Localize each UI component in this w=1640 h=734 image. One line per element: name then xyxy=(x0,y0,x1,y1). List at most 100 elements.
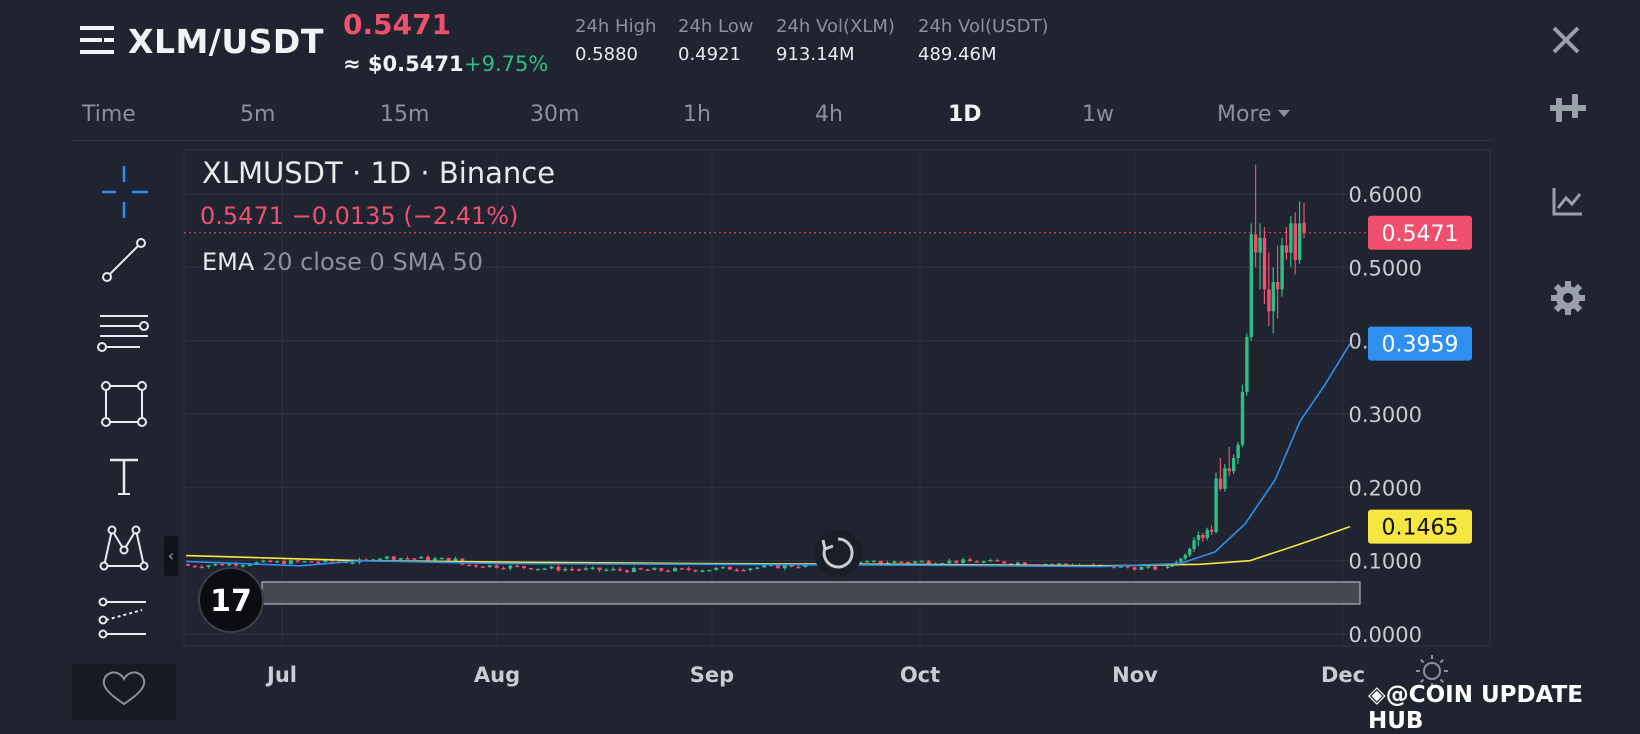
candle xyxy=(480,566,485,568)
candle xyxy=(686,568,691,571)
candle xyxy=(1236,444,1240,458)
candle xyxy=(234,563,239,566)
trend-line-icon[interactable] xyxy=(96,232,152,288)
candle xyxy=(734,569,739,572)
candle xyxy=(1289,223,1293,253)
candle xyxy=(1218,478,1223,489)
price-tag-sma-label: 0.1465 xyxy=(1382,516,1459,541)
stat-24h-vol-usdt-value: 489.46M xyxy=(918,44,997,65)
stat-24h-high-label: 24h High xyxy=(575,16,657,37)
candle xyxy=(295,560,300,562)
legend-indicator-name: EMA xyxy=(202,248,255,276)
close-icon[interactable] xyxy=(1548,22,1584,58)
pair-title[interactable]: XLM/USDT xyxy=(128,22,324,61)
price-tag-ema-label: 0.3959 xyxy=(1382,333,1459,358)
candle xyxy=(775,564,780,569)
candle xyxy=(666,570,671,573)
tradingview-logo-mark: 17 xyxy=(210,584,252,619)
reset-icon-arrow xyxy=(821,539,834,552)
candle xyxy=(563,568,568,571)
reset-icon xyxy=(822,537,854,569)
candle xyxy=(1280,245,1284,290)
candle xyxy=(1015,562,1020,565)
change-percent: +9.75% xyxy=(464,52,549,76)
candle xyxy=(247,564,252,567)
tab-1d[interactable]: 1D xyxy=(948,102,982,127)
y-tick-label: 0.0000 xyxy=(1349,623,1422,647)
candle xyxy=(961,559,966,563)
price-tag-last xyxy=(1368,215,1472,250)
crosshair-icon[interactable] xyxy=(96,164,152,220)
candle xyxy=(590,567,595,570)
tab-more-label: More xyxy=(1217,102,1272,127)
candle xyxy=(1284,245,1289,253)
tradingview-logo xyxy=(198,567,264,633)
tab-more[interactable]: More xyxy=(1217,102,1290,127)
candle xyxy=(474,564,479,567)
tab-15m[interactable]: 15m xyxy=(380,102,430,127)
forecast-icon[interactable] xyxy=(96,592,152,648)
tab-5m[interactable]: 5m xyxy=(240,102,276,127)
candle xyxy=(1302,222,1306,233)
candle xyxy=(693,570,698,572)
candle xyxy=(782,565,787,569)
candle xyxy=(501,567,506,570)
y-tick-label: 0.6000 xyxy=(1349,183,1422,207)
candle xyxy=(981,561,986,563)
settings-icon[interactable] xyxy=(1548,278,1588,318)
tab-time[interactable]: Time xyxy=(82,102,136,127)
candle xyxy=(391,556,396,560)
theme-toggle-ray xyxy=(1419,678,1425,684)
candle xyxy=(384,556,389,559)
tab-4h[interactable]: 4h xyxy=(815,102,843,127)
candle xyxy=(995,559,1000,562)
candle xyxy=(1271,282,1275,312)
candle xyxy=(220,563,225,566)
candle xyxy=(453,558,458,562)
tab-1w[interactable]: 1w xyxy=(1082,102,1114,127)
candle xyxy=(899,561,904,563)
y-tick-label: 0.5000 xyxy=(1349,256,1422,280)
candle xyxy=(213,563,218,566)
candle xyxy=(707,569,712,572)
candle xyxy=(302,561,307,563)
candle xyxy=(769,564,774,567)
candle xyxy=(1139,567,1144,570)
candle xyxy=(1223,468,1227,489)
indicator-icon[interactable] xyxy=(1548,90,1588,130)
candle xyxy=(288,560,293,564)
candle xyxy=(1276,282,1280,290)
text-icon[interactable] xyxy=(96,448,152,504)
toolbar-collapse-button[interactable]: ‹ xyxy=(164,536,178,576)
theme-toggle-icon xyxy=(1423,662,1441,680)
candle xyxy=(275,561,280,563)
candle xyxy=(878,560,883,564)
candle xyxy=(1022,562,1027,565)
menu-icon[interactable] xyxy=(80,24,114,56)
candle xyxy=(549,566,554,569)
candle xyxy=(528,567,533,570)
candle xyxy=(426,556,431,561)
tab-1h[interactable]: 1h xyxy=(683,102,711,127)
legend-indicator[interactable]: EMA 20 close 0 SMA 50 xyxy=(202,248,483,276)
candle xyxy=(350,562,355,564)
legend-indicator-params: 20 close 0 SMA 50 xyxy=(261,248,483,276)
candle xyxy=(727,566,732,570)
candle xyxy=(1188,548,1192,555)
candle xyxy=(522,566,527,568)
favorite-icon[interactable] xyxy=(96,668,152,708)
horizontal-lines-icon[interactable] xyxy=(96,304,152,360)
chart-type-icon[interactable] xyxy=(1548,182,1588,222)
candle xyxy=(721,566,726,569)
pattern-icon[interactable] xyxy=(96,520,152,576)
watermark-text: @COIN UPDATE HUB xyxy=(1368,682,1583,734)
candle xyxy=(467,564,472,567)
candle xyxy=(446,557,451,562)
candle xyxy=(556,566,561,571)
candle xyxy=(186,564,190,566)
legend-ohlc: 0.5471 −0.0135 (−2.41%) xyxy=(200,202,519,230)
candle xyxy=(858,561,863,565)
rectangle-icon[interactable] xyxy=(96,376,152,432)
tab-30m[interactable]: 30m xyxy=(530,102,580,127)
